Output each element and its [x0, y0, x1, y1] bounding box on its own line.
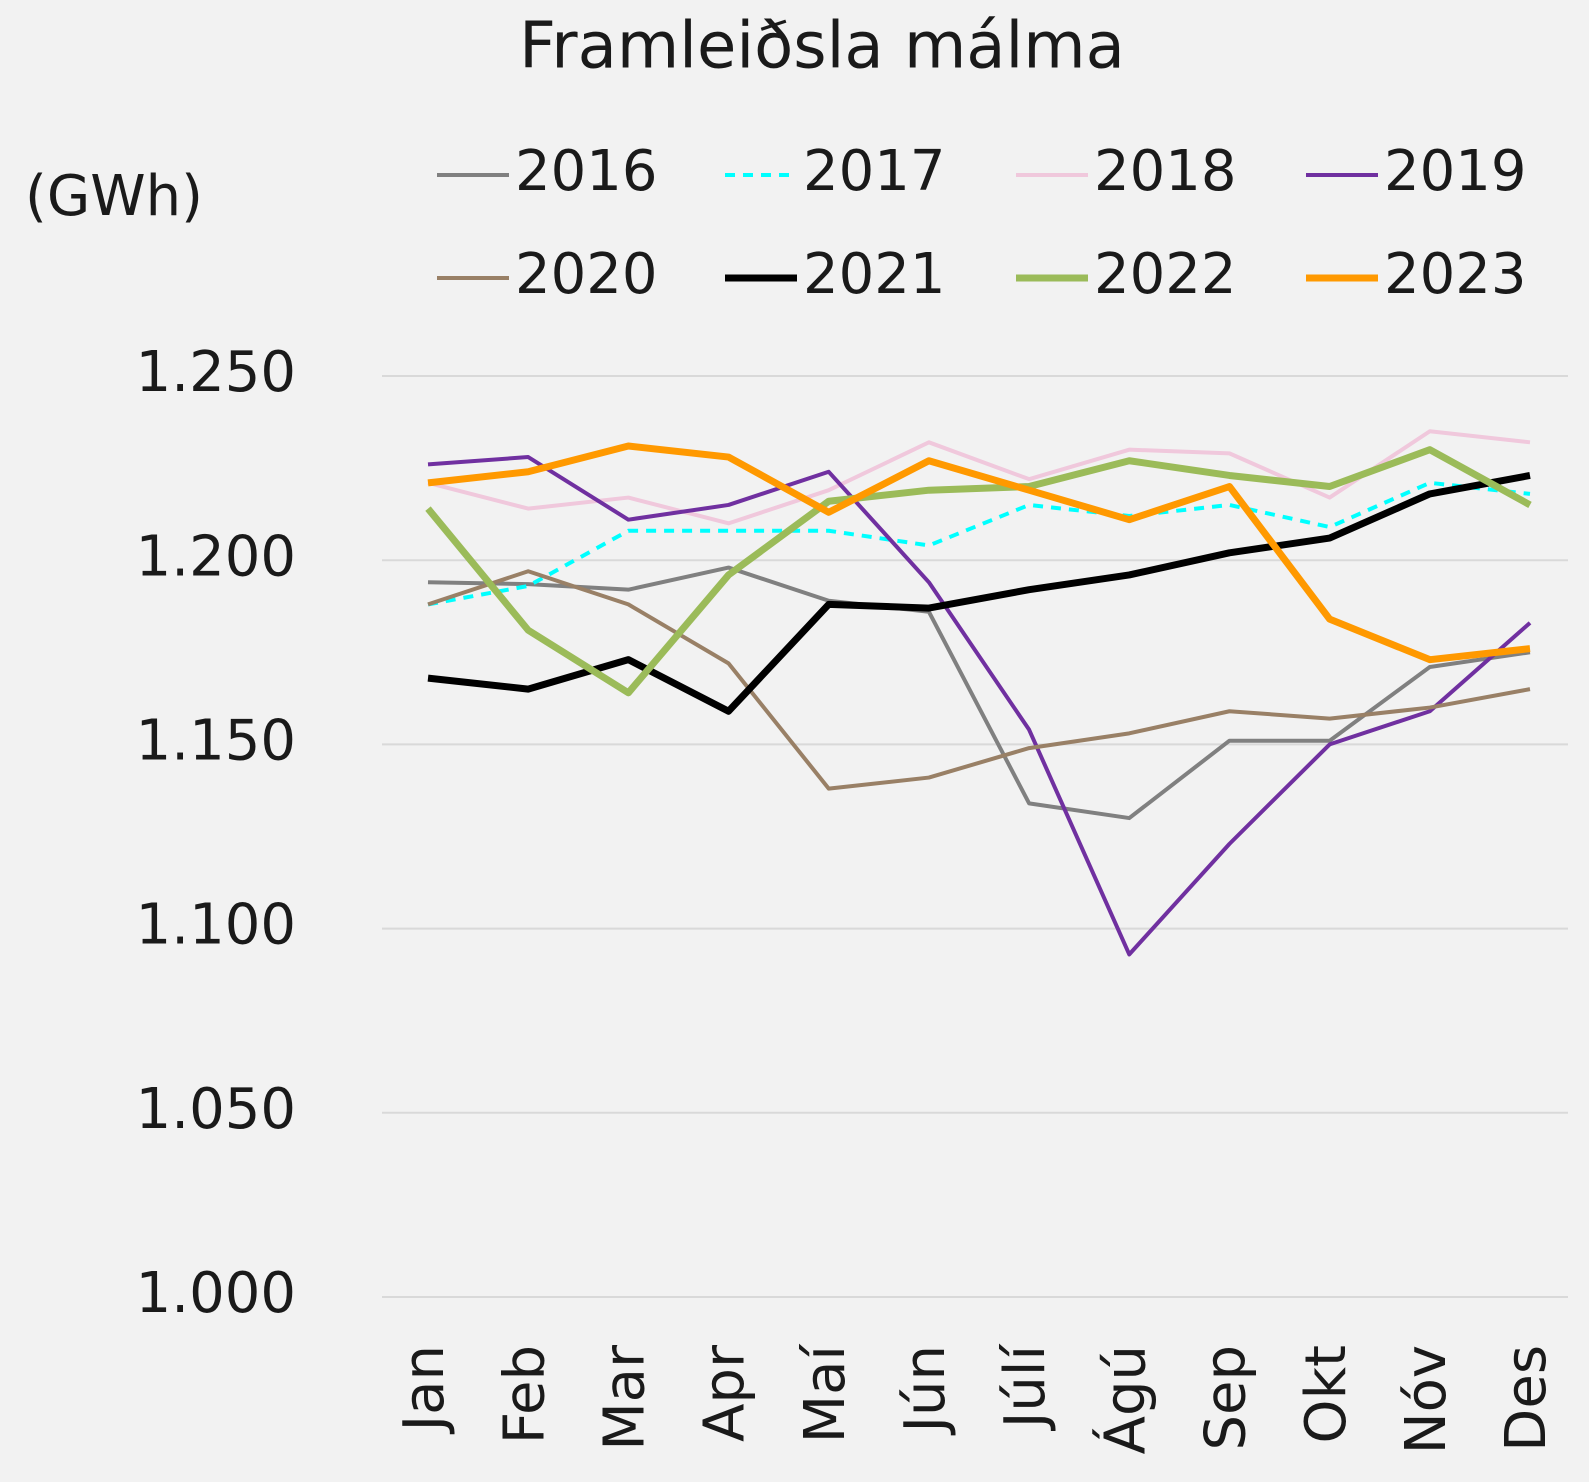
line-series: [425, 446, 1532, 697]
x-tick-label: Jún: [893, 1345, 958, 1436]
legend-label: 2019: [1384, 139, 1527, 204]
x-tick-label: Apr: [693, 1344, 758, 1442]
legend-label: 2022: [1094, 242, 1237, 307]
x-tick-label: Okt: [1294, 1345, 1359, 1443]
legend-label: 2021: [803, 242, 946, 307]
x-tick-label: Sep: [1194, 1345, 1259, 1451]
y-tick-label: 1.050: [136, 1077, 296, 1142]
y-axis-label: (GWh): [25, 164, 203, 229]
line-series: [427, 455, 1532, 957]
x-tick-label: Nóv: [1394, 1345, 1459, 1454]
x-tick-label: Feb: [492, 1345, 557, 1444]
line-series: [427, 442, 1531, 664]
y-tick-label: 1.100: [136, 893, 296, 958]
x-tick-label: Des: [1494, 1345, 1559, 1452]
x-tick-label: Jan: [392, 1345, 457, 1434]
y-tick-label: 1.250: [136, 340, 296, 405]
line-series: [427, 429, 1531, 526]
legend-label: 2017: [803, 139, 946, 204]
y-tick-label: 1.000: [136, 1261, 296, 1326]
legend-label: 2016: [515, 139, 658, 204]
x-tick-label: Mar: [593, 1344, 658, 1451]
line-series: [427, 569, 1531, 791]
line-series: [427, 565, 1531, 821]
x-tick-label: Maí: [793, 1343, 858, 1444]
x-tick-label: Júlí: [993, 1343, 1058, 1432]
line-series: [427, 472, 1531, 715]
legend-label: 2023: [1384, 242, 1527, 307]
legend-label: 2018: [1094, 139, 1237, 204]
y-tick-label: 1.150: [136, 709, 296, 774]
legend-label: 2020: [515, 242, 658, 307]
x-tick-label: Ágú: [1093, 1345, 1158, 1454]
y-tick-label: 1.200: [136, 524, 296, 589]
chart-title: Framleiðsla málma: [519, 10, 1125, 84]
